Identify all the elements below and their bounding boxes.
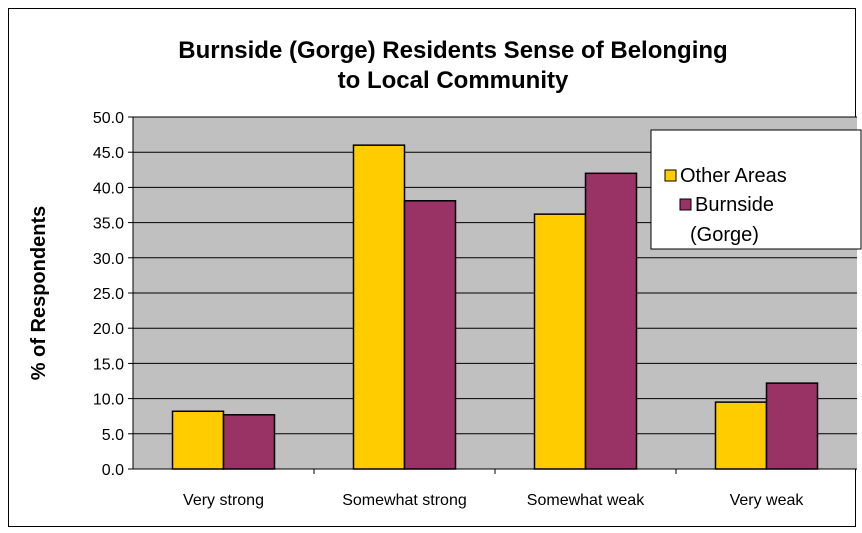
x-axis-categories: Very strong Somewhat strong Somewhat weak V…	[183, 469, 804, 509]
y-tick-label: 20.0	[93, 321, 124, 338]
bar-burnside-gorge	[222, 414, 276, 470]
x-category-label: Very strong	[183, 492, 264, 509]
x-category-label: Somewhat strong	[342, 492, 467, 509]
y-tick-label: 15.0	[93, 356, 124, 373]
legend-swatch-burnside-gorge	[679, 198, 692, 211]
legend: Other Areas Burnside (Gorge)	[650, 129, 862, 250]
legend-label-burnside-gorge-line-2: (Gorge)	[690, 224, 759, 246]
gridlines	[133, 116, 857, 435]
bar-other-areas	[352, 144, 406, 470]
legend-swatch-other-areas	[664, 169, 677, 182]
bar-other-areas	[533, 213, 587, 470]
bars	[171, 144, 819, 470]
chart-title-line-1: Burnside (Gorge) Residents Sense of Belo…	[178, 37, 727, 64]
bar-burnside-gorge	[584, 172, 638, 470]
bar-burnside-gorge	[403, 200, 457, 470]
y-tick-label: 5.0	[102, 427, 124, 444]
y-tick-label: 10.0	[93, 392, 124, 409]
y-tick-label: 50.0	[93, 110, 124, 127]
y-tick-label: 0.0	[102, 462, 124, 479]
bar-burnside-gorge	[765, 382, 819, 470]
y-tick-label: 30.0	[93, 251, 124, 268]
legend-box	[650, 129, 862, 250]
legend-label-other-areas: Other Areas	[680, 165, 787, 187]
y-axis-ticks: 0.0 5.0 10.0 15.0 20.0 25.0 30.0 35.0 40.0 45.0 50…	[93, 110, 133, 479]
y-tick-label: 40.0	[93, 180, 124, 197]
chart-title-line-2: to Local Community	[338, 67, 569, 94]
x-category-label: Somewhat weak	[527, 492, 645, 509]
x-category-label: Very weak	[730, 492, 805, 509]
y-tick-label: 45.0	[93, 145, 124, 162]
y-tick-label: 25.0	[93, 286, 124, 303]
bar-other-areas	[714, 401, 768, 470]
y-tick-label: 35.0	[93, 216, 124, 233]
bar-other-areas	[171, 410, 225, 470]
legend-label-burnside-gorge-line-1: Burnside	[695, 194, 774, 216]
axes	[132, 117, 857, 470]
y-axis-label: % of Respondents	[28, 206, 50, 380]
